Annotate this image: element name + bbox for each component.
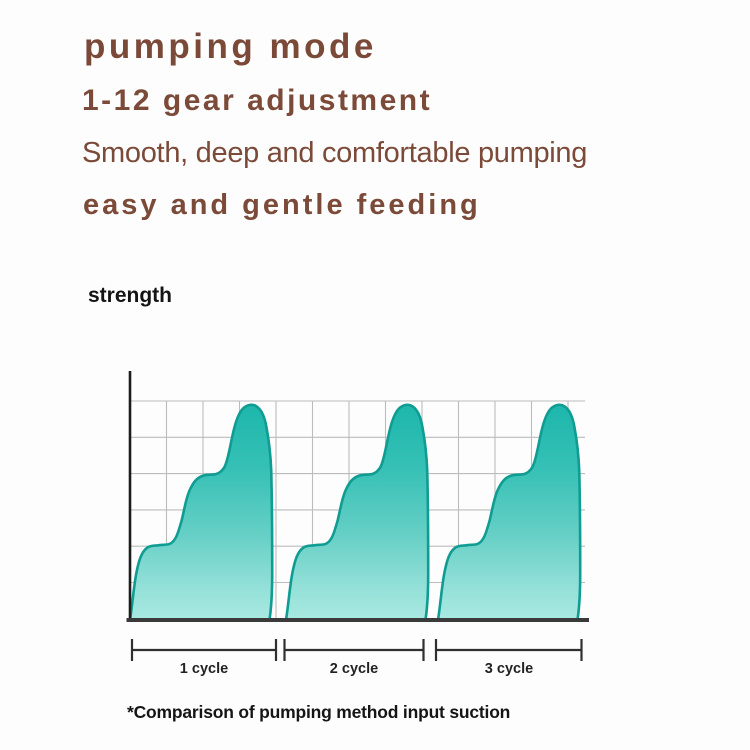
tagline-smooth-pumping: Smooth, deep and comfortable pumping xyxy=(82,137,588,169)
page-title: pumping mode xyxy=(84,27,377,66)
cycle-3-label: 3 cycle xyxy=(484,661,534,677)
bracket-cycle-3 xyxy=(434,639,583,661)
y-axis-label: strength xyxy=(88,284,172,307)
bracket-cycle-2 xyxy=(283,639,425,661)
tagline-gentle-feeding: easy and gentle feeding xyxy=(83,189,481,221)
chart-caption: *Comparison of pumping method input suct… xyxy=(127,702,511,722)
subtitle-gear-adjustment: 1-12 gear adjustment xyxy=(82,84,433,117)
cycle-2-label: 2 cycle xyxy=(329,661,379,677)
cycle-1-label: 1 cycle xyxy=(179,661,229,677)
bracket-cycle-1 xyxy=(130,639,278,661)
